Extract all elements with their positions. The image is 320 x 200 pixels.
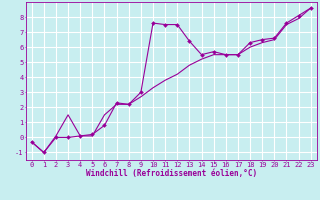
X-axis label: Windchill (Refroidissement éolien,°C): Windchill (Refroidissement éolien,°C) [86,169,257,178]
